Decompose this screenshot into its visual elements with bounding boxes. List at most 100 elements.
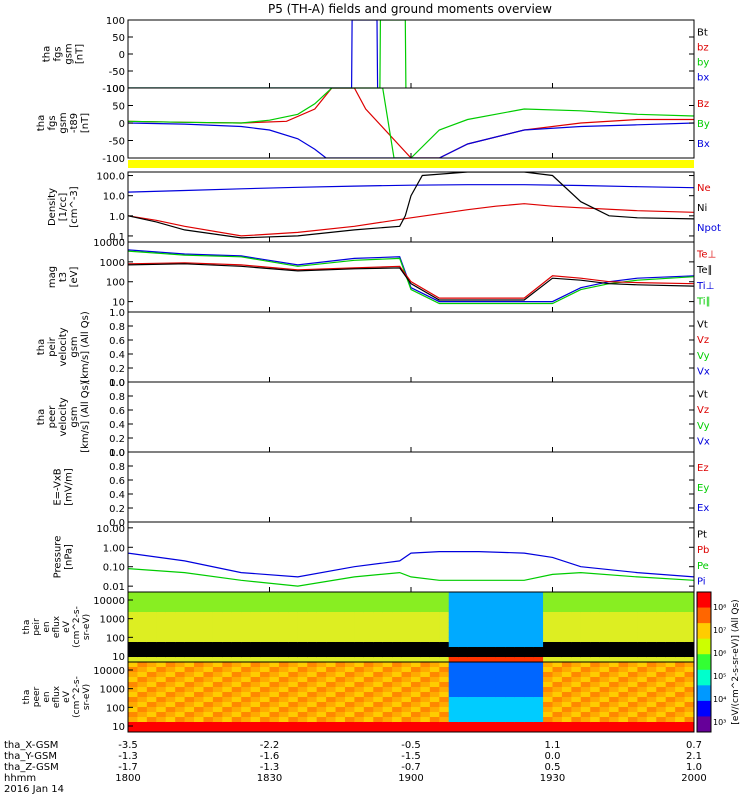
spectrogram-cell [637,607,648,613]
panel-frame [127,241,695,313]
spectrogram-cell [505,662,516,668]
spectrogram-cell [363,707,374,713]
spectrogram-cell [194,642,204,648]
spectrogram-cell [165,717,176,723]
spectrogram-cell [467,667,478,673]
spectrogram-cell [373,632,384,638]
spectrogram-cell [373,662,384,668]
spectrogram-cell [335,602,346,608]
spectrogram-cell [486,682,497,688]
y-axis-label-line: [nPa] [64,544,75,570]
spectrogram-cell [637,597,648,603]
spectrogram-cell [561,682,572,688]
spectrogram-cell [477,667,487,673]
spectrogram-cell [646,617,657,623]
spectrogram-cell [495,612,506,618]
spectrogram-cell [250,622,261,628]
spectrogram-cell [646,672,657,678]
spectrogram-cell [627,722,638,728]
spectrogram-cell [524,717,535,723]
spectrogram-cell [646,692,657,698]
spectrogram-cell [505,692,516,698]
spectrogram-cell [316,612,327,618]
spectrogram-cell [684,622,695,628]
spectrogram-cell [561,637,572,643]
spectrogram-cell [580,642,591,648]
spectrogram-cell [260,632,270,638]
spectrogram-cell [411,592,421,598]
spectrogram-cell [411,692,421,698]
spectrogram-cell [250,677,261,683]
spectrogram-cell [618,707,629,713]
spectrogram-cell [401,682,412,688]
spectrogram-cell [448,652,459,658]
series-Npot [128,184,694,193]
spectrogram-cell [401,642,412,648]
ephemeris-value: 1830 [257,773,282,784]
spectrogram-cell [307,727,318,733]
legend-entry: Vy [697,421,710,432]
spectrogram-cell [260,667,270,673]
spectrogram-cell [212,602,223,608]
spectrogram-cell [467,612,478,618]
spectrogram-cell [514,607,525,613]
spectrogram-cell [514,662,525,668]
spectrogram-cell [165,622,176,628]
ephemeris-value: -1.6 [260,751,280,762]
spectrogram-cell [146,637,157,643]
spectrogram-cell [411,662,421,668]
spectrogram-cell [420,617,431,623]
spectrogram-cell [165,672,176,678]
y-tick-label: 0.6 [109,336,125,347]
spectrogram-cell [561,662,572,668]
spectrogram-cell [231,722,242,728]
y-tick-label: -100 [102,84,125,95]
spectrogram-cell [599,647,610,653]
spectrogram-cell [543,662,553,668]
spectrogram-cell [627,667,638,673]
spectrogram-cell [241,612,252,618]
spectrogram-cell [344,657,355,663]
spectrogram-cell [297,692,308,698]
spectrogram-cell [429,652,440,658]
spectrogram-cell [495,662,506,668]
y-axis-label-line: eflux [52,685,62,708]
spectrogram-cell [344,697,355,703]
spectrogram-cell [458,717,469,723]
spectrogram-cell [571,592,582,598]
spectrogram-cell [458,667,469,673]
spectrogram-cell [552,717,563,723]
spectrogram-cell [609,607,620,613]
spectrogram-cell [571,632,582,638]
spectrogram-cell [590,662,601,668]
spectrogram-cell [297,722,308,728]
spectrogram-cell [316,627,327,633]
spectrogram-cell [137,687,148,693]
spectrogram-cell [637,702,648,708]
y-tick-label: 1.00 [103,543,125,554]
spectrogram-cell [175,597,186,603]
spectrogram-cell [665,697,676,703]
spectrogram-cell [165,727,176,733]
spectrogram-cell [571,637,582,643]
spectrogram-cell [420,652,431,658]
spectrogram-cell [684,692,695,698]
spectrogram-cell [684,667,695,673]
spectrogram-cell [618,662,629,668]
spectrogram-cell [156,597,167,603]
spectrogram-cell [665,712,676,718]
colorbar-tick-label: 10⁶ [713,649,726,658]
spectrogram-cell [316,597,327,603]
spectrogram-cell [684,722,695,728]
spectrogram-cell [467,642,478,648]
spectrogram-cell [269,652,280,658]
spectrogram-cell [175,712,186,718]
spectrogram-cell [260,677,270,683]
spectrogram-cell [297,702,308,708]
spectrogram-cell [458,632,469,638]
spectrogram-cell [194,692,204,698]
spectrogram-cell [429,602,440,608]
y-axis-label-line: tha [36,339,47,355]
spectrogram-cell [448,657,459,663]
